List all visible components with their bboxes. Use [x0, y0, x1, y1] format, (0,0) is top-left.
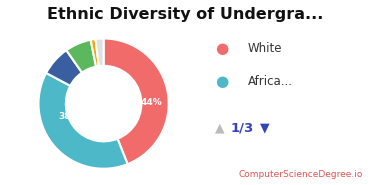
Text: ●: ●	[215, 74, 229, 89]
Text: ▲: ▲	[215, 121, 225, 134]
Text: Ethnic Diversity of Undergra...: Ethnic Diversity of Undergra...	[47, 7, 323, 22]
Wedge shape	[46, 50, 82, 86]
Text: 38.8%: 38.8%	[59, 112, 90, 121]
Wedge shape	[66, 40, 96, 73]
Text: White: White	[248, 42, 282, 55]
Text: ●: ●	[215, 41, 229, 56]
Text: ▼: ▼	[260, 121, 269, 134]
Text: Africa...: Africa...	[248, 75, 293, 88]
Text: 44%: 44%	[140, 98, 162, 107]
Text: 1/3: 1/3	[231, 121, 254, 134]
Wedge shape	[38, 73, 128, 169]
Wedge shape	[91, 39, 99, 67]
Wedge shape	[95, 38, 104, 66]
Text: ComputerScienceDegree.io: ComputerScienceDegree.io	[238, 170, 363, 179]
Wedge shape	[104, 38, 169, 164]
